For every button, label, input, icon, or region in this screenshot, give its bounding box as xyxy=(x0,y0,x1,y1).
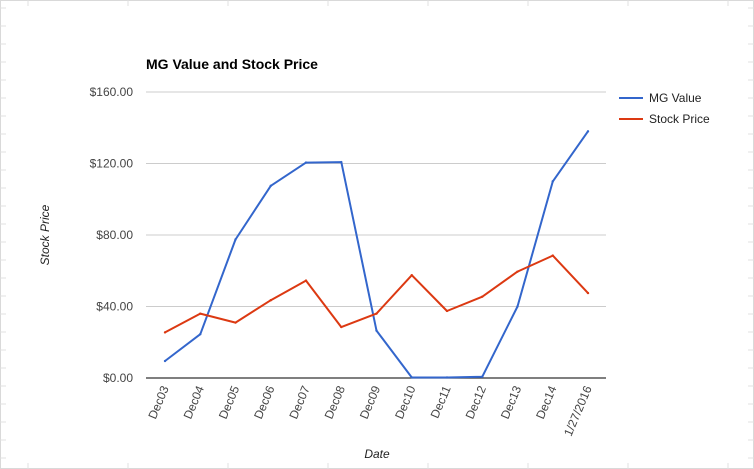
chart-title: MG Value and Stock Price xyxy=(146,56,318,72)
data-point-mg-value xyxy=(481,375,484,378)
x-tick-label: Dec12 xyxy=(463,383,490,421)
x-axis-label: Date xyxy=(364,447,390,461)
x-tick-label: Dec04 xyxy=(181,383,208,421)
data-point-mg-value xyxy=(410,376,413,379)
data-point-mg-value xyxy=(445,376,449,379)
series-layer xyxy=(163,130,590,379)
data-point-mg-value xyxy=(269,184,272,188)
x-axis-ticks: Dec03 Dec04 Dec05 Dec06 Dec07 Dec08 Dec09 Dec10… xyxy=(145,383,595,438)
data-point-mg-value xyxy=(551,180,554,183)
data-point-stock-price xyxy=(410,274,413,277)
y-tick-label: $0.00 xyxy=(103,371,133,385)
data-point-mg-value xyxy=(199,333,202,336)
legend-label: MG Value xyxy=(649,91,702,105)
data-point-stock-price xyxy=(551,254,554,257)
data-point-stock-price xyxy=(269,299,272,302)
data-point-mg-value xyxy=(304,161,308,164)
data-point-mg-value xyxy=(516,305,519,308)
data-point-mg-value xyxy=(340,160,343,164)
data-point-stock-price xyxy=(481,295,484,298)
x-tick-label: 1/27/2016 xyxy=(561,383,595,438)
data-point-mg-value xyxy=(234,238,237,241)
series-line-stock-price xyxy=(164,254,589,334)
data-point-mg-value xyxy=(375,329,378,332)
x-tick-label: Dec05 xyxy=(216,383,243,421)
y-tick-label: $40.00 xyxy=(96,300,133,314)
data-point-stock-price xyxy=(234,321,237,324)
y-axis-label: Stock Price xyxy=(38,204,52,265)
x-tick-label: Dec06 xyxy=(251,383,278,421)
data-point-stock-price xyxy=(163,331,167,334)
x-tick-label: Dec08 xyxy=(322,383,349,421)
data-point-mg-value xyxy=(163,359,167,363)
x-tick-label: Dec11 xyxy=(428,383,454,420)
legend-label: Stock Price xyxy=(649,112,710,126)
data-point-stock-price xyxy=(304,279,308,282)
data-point-stock-price xyxy=(375,312,378,315)
x-tick-label: Dec07 xyxy=(286,383,313,421)
x-tick-label: Dec09 xyxy=(357,383,384,421)
y-tick-label: $120.00 xyxy=(90,157,134,171)
series-line-mg-value xyxy=(164,130,589,379)
data-point-stock-price xyxy=(445,309,449,313)
data-point-mg-value xyxy=(586,130,590,133)
data-point-stock-price xyxy=(199,312,202,315)
x-tick-label: Dec10 xyxy=(392,383,419,421)
y-tick-label: $160.00 xyxy=(90,85,134,99)
data-point-stock-price xyxy=(516,270,519,273)
x-tick-label: Dec03 xyxy=(145,383,172,421)
plot-grid xyxy=(146,91,606,379)
data-point-stock-price xyxy=(340,325,343,329)
y-tick-label: $80.00 xyxy=(96,228,133,242)
data-point-stock-price xyxy=(586,291,590,295)
x-tick-label: Dec14 xyxy=(533,383,560,421)
legend: MG Value Stock Price xyxy=(619,91,710,126)
x-tick-label: Dec13 xyxy=(498,383,525,421)
y-axis-ticks: $0.00 $40.00 $80.00 $120.00 $160.00 xyxy=(90,85,134,385)
